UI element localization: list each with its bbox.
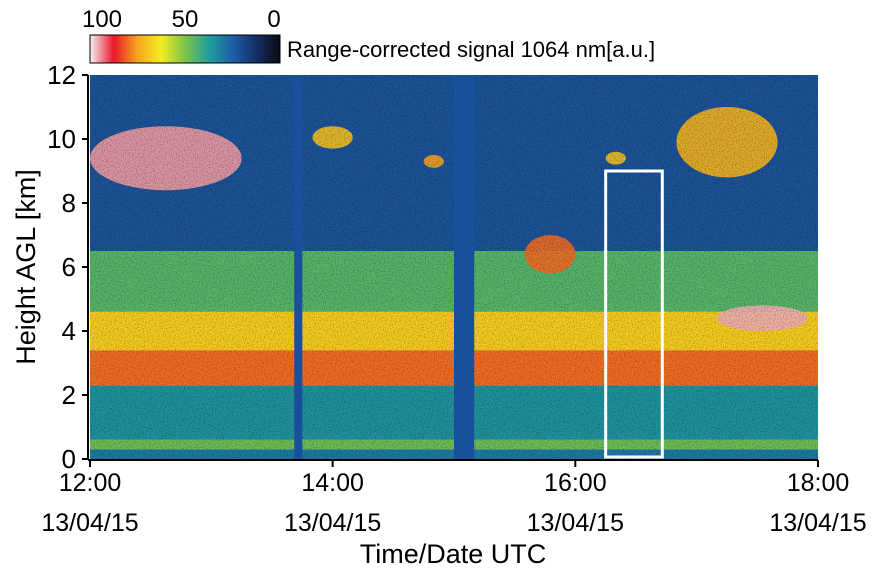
x-tick-date: 13/04/15 <box>41 509 138 537</box>
y-axis-label: Height AGL [km] <box>11 169 41 365</box>
x-tick-time: 18:00 <box>787 469 850 497</box>
colorbar-tick-100: 100 <box>82 6 122 33</box>
x-axis: 12:00 13/04/15 14:00 13/04/15 16:00 13/04/15 1… <box>41 459 867 537</box>
x-tick-time: 14:00 <box>301 469 364 497</box>
data-gap-0 <box>294 75 303 459</box>
y-tick-label: 0 <box>62 444 76 474</box>
x-tick-date: 13/04/15 <box>284 509 381 537</box>
y-tick-label: 8 <box>62 188 76 218</box>
y-tick-label: 2 <box>62 380 76 410</box>
y-tick-label: 4 <box>62 316 76 346</box>
x-tick-date: 13/04/15 <box>527 509 624 537</box>
x-tick-time: 16:00 <box>544 469 607 497</box>
y-tick-label: 10 <box>47 124 76 154</box>
data-gap-1 <box>454 75 475 459</box>
x-tick-time: 12:00 <box>59 469 122 497</box>
colorbar-label: Range-corrected signal 1064 nm[a.u.] <box>287 37 655 62</box>
highlight-box <box>604 169 664 459</box>
colorbar-tick-50: 50 <box>172 6 199 33</box>
plot-area <box>90 75 818 459</box>
y-tick-label: 6 <box>62 252 76 282</box>
x-axis-label: Time/Date UTC <box>360 539 547 569</box>
y-tick-label: 12 <box>47 60 76 90</box>
colorbar-gradient <box>89 34 281 64</box>
y-axis: 0 2 4 6 8 10 12 <box>47 60 89 474</box>
colorbar: 100 50 0 Range-corrected signal 1064 nm[… <box>82 6 655 64</box>
data-gaps <box>294 75 475 459</box>
x-tick-date: 13/04/15 <box>769 509 866 537</box>
colorbar-tick-0: 0 <box>267 6 280 33</box>
